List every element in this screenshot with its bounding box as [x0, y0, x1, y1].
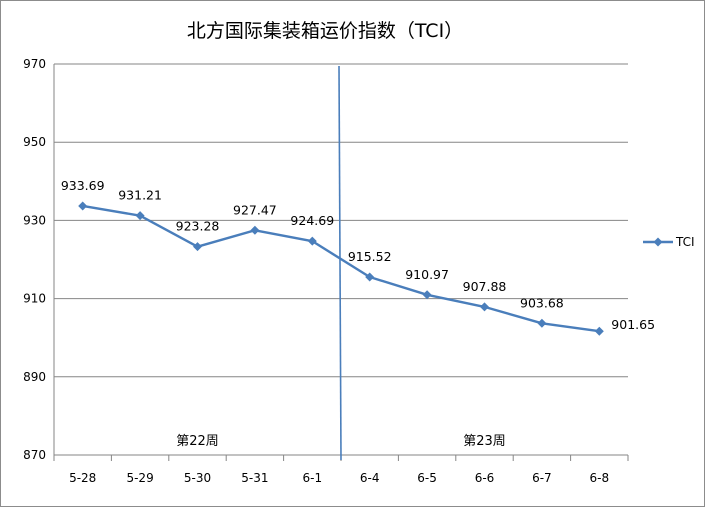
week-label-22: 第22周 [176, 434, 219, 449]
week-labels: 第22周 第23周 [176, 434, 506, 449]
data-label-5-31: 927.47 [233, 202, 277, 217]
x-tick-label-6-5: 6-5 [417, 471, 437, 485]
data-label-6-5: 910.97 [405, 267, 449, 282]
x-tick-label-6-7: 6-7 [532, 471, 552, 485]
x-tick-label-5-30: 5-30 [184, 471, 211, 485]
data-labels: 933.69 931.21 923.28 927.47 924.69 915.52 910.… [61, 178, 655, 332]
data-point-6-5 [422, 290, 432, 300]
week-divider-line [338, 65, 342, 461]
data-label-6-8: 901.65 [611, 317, 655, 332]
legend-label-tci: TCI [675, 235, 695, 249]
x-tick-label-5-31: 5-31 [241, 471, 268, 485]
y-tick-label-970: 970 [23, 57, 46, 71]
x-tick-label-5-28: 5-28 [69, 471, 96, 485]
legend-swatch-marker [653, 237, 663, 247]
y-tick-label-890: 890 [23, 370, 46, 384]
x-tick-label-6-1: 6-1 [302, 471, 322, 485]
series-line-tci [82, 204, 600, 333]
data-label-5-29: 931.21 [118, 188, 162, 203]
week-label-23: 第23周 [463, 434, 506, 449]
data-point-5-30 [193, 242, 202, 252]
data-label-6-6: 907.88 [463, 279, 507, 294]
data-point-6-8 [594, 326, 604, 336]
y-tick-label-930: 930 [23, 213, 46, 227]
y-tick-label-950: 950 [23, 135, 46, 149]
data-label-6-7: 903.68 [520, 295, 564, 310]
data-point-5-28 [78, 201, 88, 211]
x-tick-label-6-4: 6-4 [360, 471, 380, 485]
data-point-6-6 [480, 302, 489, 312]
data-point-6-1 [307, 236, 317, 246]
data-label-5-30: 923.28 [176, 219, 220, 234]
chart-title: 北方国际集装箱运价指数（TCI） [186, 20, 464, 42]
x-tick-label-6-6: 6-6 [475, 471, 495, 485]
y-tick-label-870: 870 [23, 448, 46, 462]
data-point-5-29 [135, 211, 145, 221]
x-tick-label-6-8: 6-8 [589, 471, 609, 485]
x-tick-label-5-29: 5-29 [126, 471, 153, 485]
data-label-6-1: 924.69 [290, 213, 334, 228]
data-point-6-4 [365, 272, 375, 282]
legend: TCI [643, 235, 695, 249]
data-label-5-28: 933.69 [61, 178, 105, 193]
series-tci [78, 201, 604, 336]
data-point-6-7 [537, 318, 547, 328]
data-label-6-4: 915.52 [348, 249, 392, 264]
axes: 870 890 910 930 950 970 5-28 5-29 5-30 5-31 6-1 6-4… [23, 57, 629, 485]
week-divider [338, 65, 342, 461]
data-point-5-31 [250, 225, 260, 235]
y-tick-label-910: 910 [23, 292, 46, 306]
